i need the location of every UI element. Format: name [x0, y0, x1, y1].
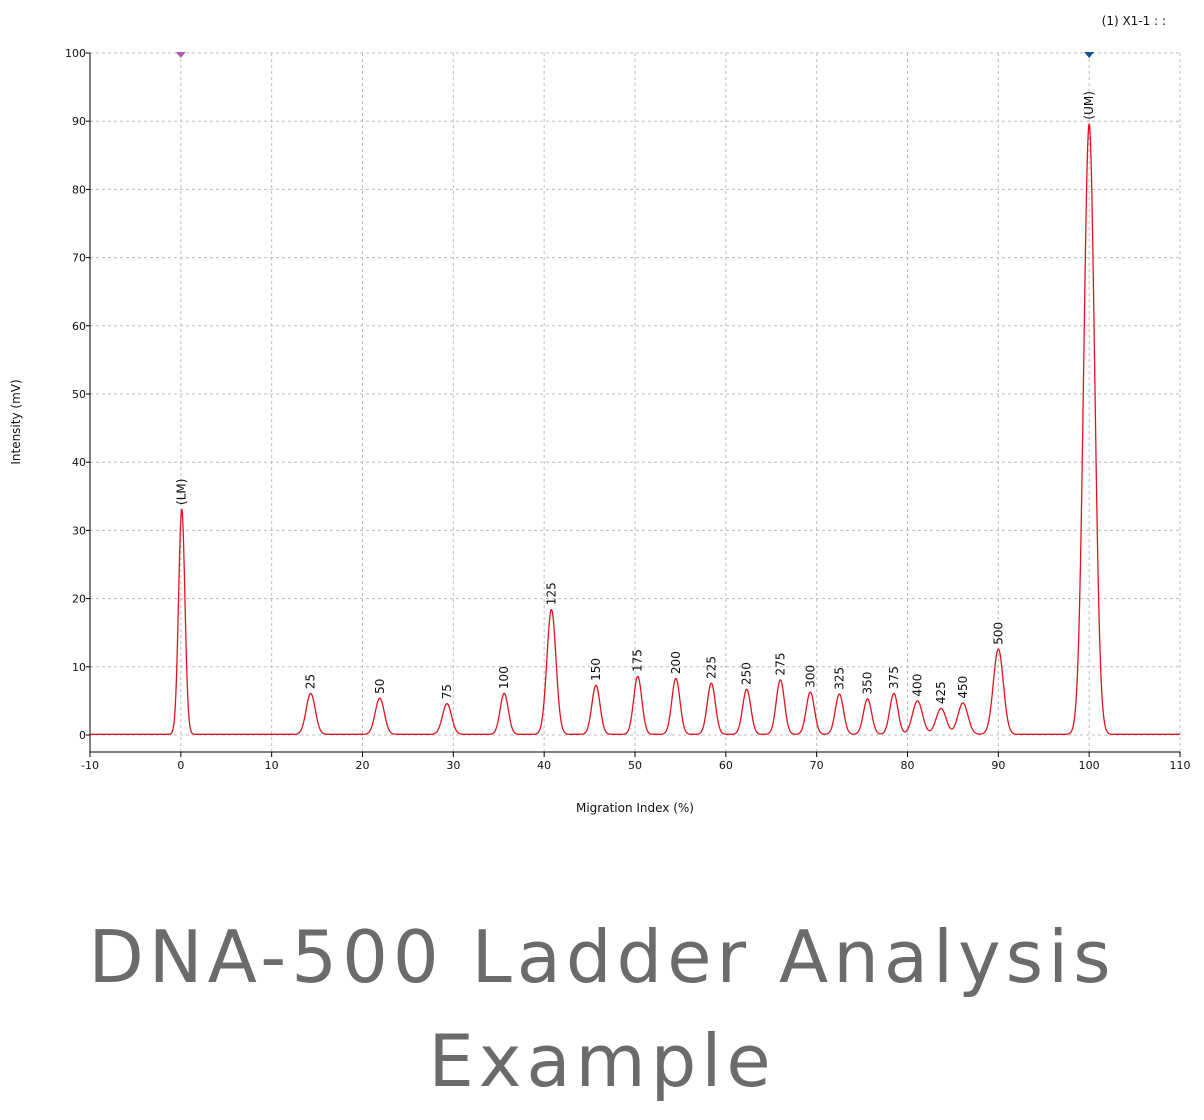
x-tick-label: 40: [537, 759, 551, 772]
x-tick-label: 80: [901, 759, 915, 772]
peak-label: 225: [704, 656, 718, 679]
peak-label: (LM): [175, 479, 189, 505]
x-tick-label: 60: [719, 759, 733, 772]
y-tick-label: 70: [72, 252, 86, 265]
y-tick-label: 10: [72, 661, 86, 674]
peak-label: 450: [956, 676, 970, 699]
peak-label: 75: [440, 684, 454, 699]
peak-label: 125: [544, 582, 558, 605]
electropherogram-chart: 0 10 20 30 40 50 60 70 80 90 100 -10 0 10 20 30 40 50 60 7…: [9, 47, 1191, 815]
x-axis-label: Migration Index (%): [576, 801, 694, 815]
x-tick-label: 70: [810, 759, 824, 772]
x-tick-label: 110: [1170, 759, 1191, 772]
x-tick-labels: -10 0 10 20 30 40 50 60 70 80 90 100 110: [81, 759, 1190, 772]
axes: [86, 52, 1181, 757]
peak-label: 50: [373, 679, 387, 694]
peak-label: 425: [934, 681, 948, 704]
y-tick-label: 20: [72, 593, 86, 606]
peak-label: 400: [910, 674, 924, 697]
peak-label: 500: [991, 622, 1005, 645]
peak-label: (UM): [1082, 91, 1096, 120]
peak-labels: (LM) 25 50 75 100 125 150 175 200 225 250 275 300 325…: [175, 91, 1096, 704]
upper-marker-icon: [1084, 52, 1095, 58]
y-tick-label: 40: [72, 456, 86, 469]
trace-id-label: (1) X1-1 : :: [1101, 14, 1166, 28]
peak-label: 200: [669, 651, 683, 674]
peak-label: 100: [497, 666, 511, 689]
x-tick-label: 0: [177, 759, 184, 772]
figure-caption: DNA-500 Ladder Analysis Example: [88, 915, 1116, 1103]
x-tick-label: 10: [265, 759, 279, 772]
peak-label: 150: [589, 658, 603, 681]
y-tick-label: 100: [65, 47, 86, 60]
x-tick-label: 20: [356, 759, 370, 772]
peak-label: 375: [887, 666, 901, 689]
y-tick-label: 30: [72, 524, 86, 537]
y-tick-label: 80: [72, 183, 86, 196]
y-tick-label: 90: [72, 115, 86, 128]
signal-trace: [89, 123, 1181, 735]
peak-label: 175: [631, 649, 645, 672]
peak-label: 325: [832, 667, 846, 690]
y-tick-label: 60: [72, 320, 86, 333]
lower-marker-icon: [175, 52, 186, 58]
x-tick-label: 50: [628, 759, 642, 772]
peak-label: 350: [861, 672, 875, 695]
x-tick-label: 90: [991, 759, 1005, 772]
ladder-markers: [175, 52, 1095, 58]
peak-label: 250: [740, 662, 754, 685]
grid-lines: [89, 52, 1181, 752]
y-tick-label: 50: [72, 388, 86, 401]
y-tick-labels: 0 10 20 30 40 50 60 70 80 90 100: [65, 47, 86, 742]
peak-label: 25: [304, 674, 318, 689]
y-axis-label: Intensity (mV): [9, 379, 23, 464]
peak-label: 300: [803, 665, 817, 688]
x-tick-label: 30: [446, 759, 460, 772]
y-tick-label: 0: [79, 729, 86, 742]
x-tick-label: -10: [81, 759, 99, 772]
peak-label: 275: [773, 653, 787, 676]
x-tick-label: 100: [1079, 759, 1100, 772]
